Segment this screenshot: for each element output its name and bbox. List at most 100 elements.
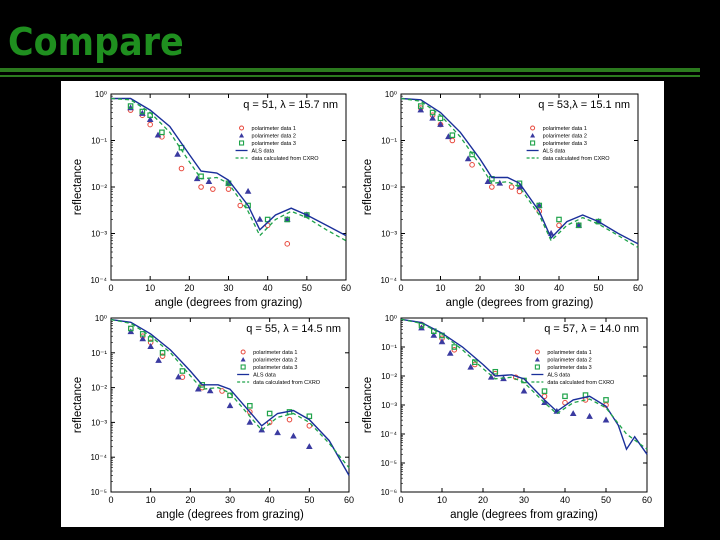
data-point-square <box>541 388 548 394</box>
y-tick-label: 10⁻⁵ <box>91 488 107 497</box>
x-tick-label: 0 <box>398 495 403 505</box>
data-point-circle <box>147 121 153 128</box>
data-point-circle <box>198 184 204 190</box>
y-axis-label: reflectance <box>362 159 374 215</box>
data-point-square <box>492 368 499 375</box>
y-tick-label: 10⁻³ <box>381 230 397 239</box>
series-line-als <box>400 97 639 245</box>
data-point-triangle <box>438 338 446 345</box>
legend-symbol <box>534 364 540 370</box>
data-point-triangle <box>430 331 438 338</box>
legend-symbol <box>530 125 536 131</box>
data-point-square <box>417 103 424 109</box>
x-tick-label: 50 <box>302 283 312 293</box>
y-tick-label: 10⁻¹ <box>91 349 107 358</box>
data-point-square <box>469 151 475 158</box>
x-tick-label: 40 <box>554 283 564 293</box>
legend-label: ALS data <box>252 149 276 155</box>
data-point-square <box>139 108 146 115</box>
y-tick-label: 10⁻³ <box>91 230 107 239</box>
chart-title: q = 55, λ = 14.5 nm <box>246 323 341 335</box>
y-tick-label: 10⁻⁴ <box>90 276 107 285</box>
y-tick-label: 10⁻⁴ <box>380 430 397 439</box>
data-point-circle <box>159 353 166 359</box>
data-point-circle <box>556 222 562 229</box>
legend-symbol <box>239 140 245 146</box>
legend-label: polarimeter data 3 <box>253 365 297 371</box>
data-point-square <box>139 331 146 337</box>
data-point-square <box>449 132 456 139</box>
y-axis-label: reflectance <box>362 377 374 433</box>
x-tick-label: 30 <box>514 283 524 293</box>
legend-label: ALS data <box>547 373 571 379</box>
y-tick-label: 10⁰ <box>385 314 397 323</box>
data-point-triangle <box>246 418 254 425</box>
legend-symbol <box>530 133 536 138</box>
data-point-triangle <box>274 429 281 436</box>
x-tick-label: 30 <box>223 283 233 293</box>
y-tick-label: 10⁻³ <box>91 418 107 427</box>
x-tick-label: 10 <box>145 283 155 293</box>
data-point-triangle <box>520 387 528 394</box>
data-point-triangle <box>146 116 154 123</box>
data-point-square <box>603 397 609 403</box>
data-point-triangle <box>437 120 444 127</box>
series-line-als <box>111 97 347 237</box>
data-point-square <box>451 344 458 350</box>
legend-label: data calculated from CXRO <box>252 156 320 162</box>
data-point-circle <box>541 393 548 400</box>
y-tick-label: 10⁰ <box>95 90 107 99</box>
title-underline-thin <box>0 75 700 77</box>
chart-title: q = 53,λ = 15.1 nm <box>538 99 630 111</box>
data-point-square <box>595 218 602 225</box>
x-tick-label: 40 <box>263 283 273 293</box>
y-tick-label: 10⁰ <box>95 314 107 323</box>
data-point-triangle <box>586 412 593 419</box>
data-point-triangle <box>194 385 202 392</box>
title-underline-thick <box>0 68 700 72</box>
legend-label: polarimeter data 1 <box>253 350 297 356</box>
chart-1: 0 10 20 30 40 50 60 10⁰ 10⁻¹ 10⁻² 10⁻³ 10⁻⁴ angle (d… <box>72 90 351 309</box>
chart-title: q = 57, λ = 14.0 nm <box>544 323 639 335</box>
legend-label: data calculated from CXRO <box>547 380 615 386</box>
data-point-square <box>536 202 543 209</box>
y-tick-label: 10⁻² <box>91 183 107 192</box>
data-point-square <box>247 402 253 409</box>
x-tick-label: 10 <box>435 283 445 293</box>
legend-label: data calculated from CXRO <box>253 380 321 386</box>
x-axis-label: angle (degrees from grazing) <box>450 509 598 521</box>
data-point-circle <box>225 186 232 192</box>
data-point-triangle <box>290 432 297 439</box>
x-tick-label: 20 <box>184 283 194 293</box>
y-axis-label: reflectance <box>72 377 84 433</box>
x-tick-label: 60 <box>344 495 354 505</box>
data-point-circle <box>508 184 515 190</box>
series-line-als <box>110 318 350 476</box>
x-axis-label: angle (degrees from grazing) <box>155 297 303 309</box>
y-tick-label: 10⁻² <box>381 183 397 192</box>
legend-label: data calculated from CXRO <box>543 156 611 162</box>
data-point-triangle <box>256 215 264 222</box>
data-point-square <box>179 368 186 374</box>
plot-frame <box>400 317 648 493</box>
data-point-circle <box>237 202 244 209</box>
x-tick-label: 30 <box>225 495 235 505</box>
y-tick-label: 10⁰ <box>385 90 397 99</box>
legend-symbol <box>240 357 246 362</box>
data-point-triangle <box>467 363 475 370</box>
figure-panel: 0 10 20 30 40 50 60 10⁰ 10⁻¹ 10⁻² 10⁻³ 10⁻⁴ angle (d… <box>61 81 664 527</box>
data-point-circle <box>286 416 293 423</box>
figure-svg: 0 10 20 30 40 50 60 10⁰ 10⁻¹ 10⁻² 10⁻³ 10⁻⁴ angle (d… <box>72 90 652 521</box>
legend-symbol <box>240 364 246 370</box>
x-tick-label: 30 <box>519 495 529 505</box>
data-point-triangle <box>205 178 213 185</box>
data-point-triangle <box>127 328 135 335</box>
y-tick-label: 10⁻² <box>91 384 107 393</box>
legend-label: polarimeter data 1 <box>543 126 587 132</box>
x-tick-label: 0 <box>108 495 113 505</box>
data-point-square <box>266 410 273 417</box>
legend-label: polarimeter data 2 <box>252 134 296 140</box>
slide-title: Compare <box>8 20 184 64</box>
x-tick-label: 10 <box>146 495 156 505</box>
data-point-triangle <box>244 187 252 194</box>
